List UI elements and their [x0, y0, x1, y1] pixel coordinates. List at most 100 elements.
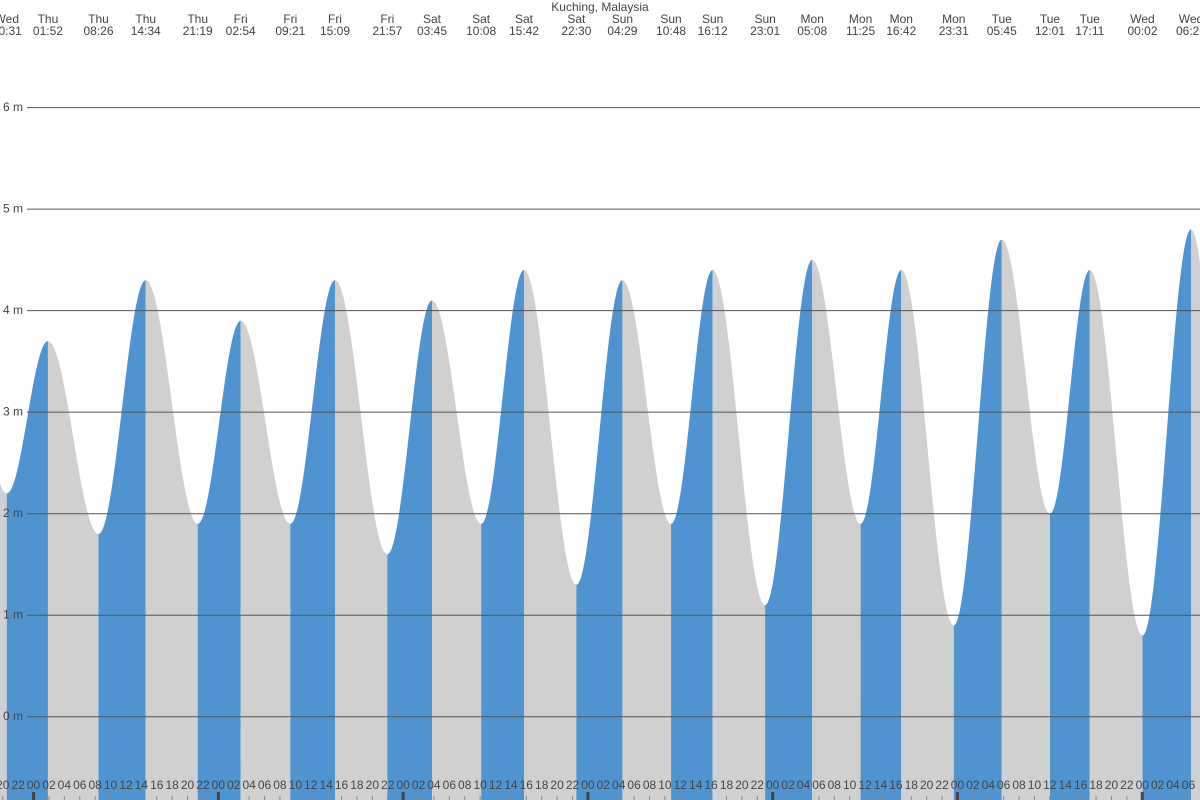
extreme-day: Tue	[1040, 12, 1061, 26]
extreme-time: 21:19	[183, 24, 213, 38]
x-tick-label: 18	[535, 778, 549, 792]
x-tick-label: 12	[119, 778, 133, 792]
x-tick-label: 12	[304, 778, 318, 792]
x-tick-label: 08	[458, 778, 472, 792]
tide-area	[712, 270, 766, 800]
x-tick-label: 02	[412, 778, 426, 792]
extreme-time: 21:57	[372, 24, 402, 38]
x-tick-label: 14	[319, 778, 333, 792]
tide-area	[576, 280, 623, 800]
x-tick-label: 20	[920, 778, 934, 792]
x-tick-label: 22	[935, 778, 949, 792]
x-tick-label: 02	[227, 778, 241, 792]
extreme-day: Thu	[38, 12, 59, 26]
chart-title: Kuching, Malaysia	[551, 0, 649, 14]
tide-area	[6, 341, 48, 800]
tide-area	[240, 320, 291, 800]
y-tick-label: 2 m	[3, 506, 23, 520]
extreme-day: Wed	[1179, 12, 1200, 26]
extreme-time: 12:01	[1035, 24, 1065, 38]
extreme-time: 16:12	[698, 24, 728, 38]
extreme-day: Sat	[423, 12, 442, 26]
x-tick-label: 16	[704, 778, 718, 792]
extreme-day: Sat	[567, 12, 586, 26]
x-tick-label: 22	[566, 778, 580, 792]
extreme-time: 00:02	[1127, 24, 1157, 38]
x-tick-label: 08	[643, 778, 657, 792]
x-tick-label: 22	[381, 778, 395, 792]
extreme-day: Fri	[328, 12, 342, 26]
x-tick-label: 00	[766, 778, 780, 792]
x-tick-label: 02	[1151, 778, 1165, 792]
x-tick-label: 06	[1182, 778, 1196, 792]
extreme-time: 15:42	[509, 24, 539, 38]
x-tick-label: 10	[289, 778, 303, 792]
y-tick-label: 1 m	[3, 607, 23, 621]
x-tick-label: 08	[88, 778, 102, 792]
extreme-time: 11:25	[846, 24, 875, 38]
extreme-time: 16:42	[886, 24, 916, 38]
x-tick-label: 00	[396, 778, 410, 792]
extreme-day: Fri	[380, 12, 394, 26]
extreme-day: Sat	[472, 12, 491, 26]
tide-area	[387, 300, 433, 800]
x-tick-label: 10	[658, 778, 672, 792]
tide-area	[524, 270, 577, 800]
x-tick-label: 08	[828, 778, 842, 792]
x-tick-label: 20	[1105, 778, 1119, 792]
extreme-time: 17:11	[1075, 24, 1104, 38]
x-tick-label: 06	[627, 778, 641, 792]
x-tick-label: 06	[812, 778, 826, 792]
x-tick-label: 18	[165, 778, 179, 792]
x-tick-label: 04	[612, 778, 626, 792]
extreme-time: 04:29	[607, 24, 637, 38]
x-tick-label: 04	[427, 778, 441, 792]
extreme-time: 23:31	[939, 24, 969, 38]
x-tick-label: 00	[581, 778, 595, 792]
x-tick-label: 18	[905, 778, 919, 792]
x-tick-label: 16	[150, 778, 164, 792]
tide-area	[860, 270, 902, 800]
x-tick-label: 06	[258, 778, 272, 792]
x-tick-label: 06	[997, 778, 1011, 792]
x-tick-label: 12	[1043, 778, 1057, 792]
tide-area	[1142, 229, 1192, 800]
x-tick-label: 06	[73, 778, 87, 792]
x-tick-label: 08	[1012, 778, 1026, 792]
tide-area	[197, 320, 241, 800]
extreme-day: Sun	[754, 12, 775, 26]
extreme-time: 09:21	[275, 24, 305, 38]
x-tick-label: 12	[674, 778, 688, 792]
tide-area	[765, 259, 813, 800]
x-tick-label: 16	[520, 778, 534, 792]
x-tick-label: 18	[1089, 778, 1103, 792]
extreme-day: Sun	[702, 12, 723, 26]
x-tick-label: 00	[1136, 778, 1150, 792]
x-tick-label: 22	[1120, 778, 1134, 792]
x-tick-label: 14	[689, 778, 703, 792]
x-tick-label: 22	[11, 778, 25, 792]
x-tick-label: 18	[720, 778, 734, 792]
extreme-time: 01:52	[33, 24, 63, 38]
x-tick-label: 04	[242, 778, 256, 792]
y-tick-label: 6 m	[3, 100, 23, 114]
extreme-day: Wed	[0, 12, 19, 26]
tide-area	[812, 259, 861, 800]
extreme-day: Sun	[660, 12, 681, 26]
y-tick-label: 3 m	[3, 404, 23, 418]
extreme-time: 05:08	[797, 24, 827, 38]
tide-area	[1089, 270, 1143, 800]
x-tick-label: 04	[982, 778, 996, 792]
tide-area	[145, 280, 198, 800]
tide-area	[98, 280, 146, 800]
extreme-day: Fri	[283, 12, 297, 26]
x-tick-label: 22	[751, 778, 765, 792]
extreme-day: Thu	[135, 12, 156, 26]
x-tick-label: 22	[196, 778, 210, 792]
tide-area	[290, 280, 335, 800]
tide-area	[901, 270, 954, 800]
x-tick-label: 14	[874, 778, 888, 792]
extreme-time: 06:20	[1176, 24, 1200, 38]
extreme-time: 15:09	[320, 24, 350, 38]
